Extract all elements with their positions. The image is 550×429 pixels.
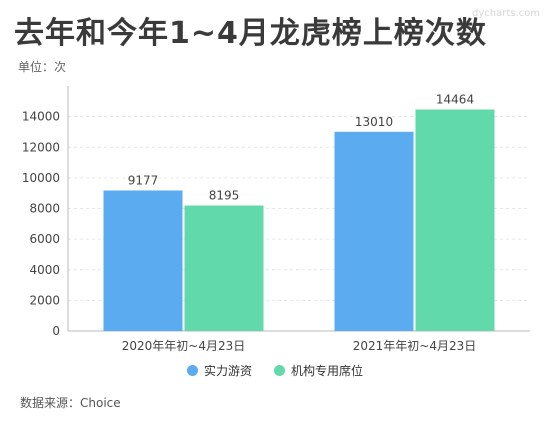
legend-item-1[interactable]: 机构专用席位 bbox=[274, 362, 363, 379]
data-label: 8195 bbox=[209, 189, 240, 203]
y-tick-label: 8000 bbox=[29, 202, 60, 216]
source-note: 数据来源：Choice bbox=[20, 396, 121, 410]
bar-0-1[interactable] bbox=[184, 205, 264, 331]
watermark: dycharts.com bbox=[471, 8, 540, 19]
legend-label-1: 机构专用席位 bbox=[291, 364, 364, 378]
unit-label: 单位：次 bbox=[18, 60, 67, 74]
y-tick-label: 14000 bbox=[22, 110, 60, 124]
legend: 实力游资 机构专用席位 bbox=[0, 362, 550, 379]
legend-item-0[interactable]: 实力游资 bbox=[186, 362, 252, 379]
chart-title: 去年和今年1~4月龙虎榜上榜次数 bbox=[14, 16, 487, 51]
y-tick-label: 10000 bbox=[22, 171, 60, 185]
x-tick-label: 2020年年初~4月23日 bbox=[122, 339, 246, 353]
y-tick-label: 12000 bbox=[22, 140, 60, 154]
bar-1-0[interactable] bbox=[334, 131, 414, 331]
data-label: 13010 bbox=[355, 115, 393, 129]
bar-layer: 9177 8195 13010 14464 bbox=[103, 93, 495, 332]
legend-label-0: 实力游资 bbox=[203, 364, 252, 378]
y-tick-label: 6000 bbox=[29, 232, 60, 246]
y-tick-label: 4000 bbox=[29, 263, 60, 277]
legend-swatch-1 bbox=[274, 365, 285, 376]
x-tick-label: 2021年年初~4月23日 bbox=[353, 339, 477, 353]
data-label: 14464 bbox=[436, 93, 474, 107]
y-tick-label: 0 bbox=[52, 324, 60, 338]
legend-swatch-0 bbox=[186, 365, 198, 376]
bar-1-1[interactable] bbox=[415, 109, 495, 332]
y-tick-label: 2000 bbox=[29, 293, 60, 307]
data-label: 9177 bbox=[128, 173, 159, 187]
bar-0-0[interactable] bbox=[103, 190, 183, 331]
